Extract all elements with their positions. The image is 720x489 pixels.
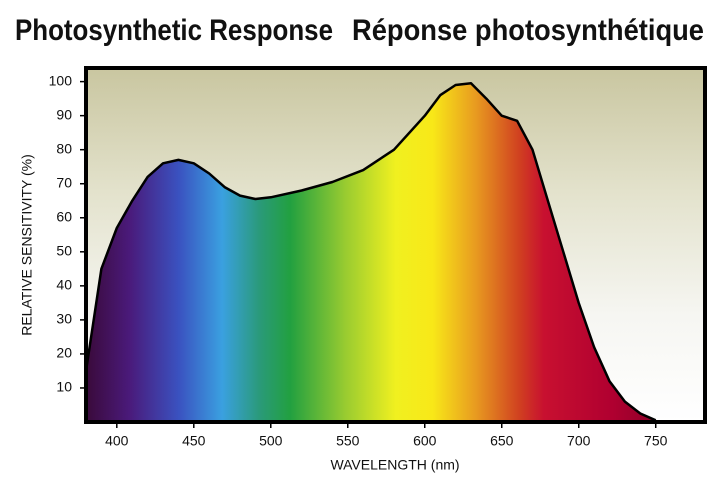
- area: [86, 83, 656, 423]
- y-tick-label: 50: [56, 243, 72, 259]
- x-axis-label: WAVELENGTH (nm): [330, 457, 459, 473]
- x-tick-label: 400: [105, 433, 129, 449]
- y-tick-label: 100: [49, 72, 73, 88]
- x-tick-label: 450: [182, 433, 206, 449]
- y-tick-label: 30: [56, 311, 72, 327]
- y-tick-label: 60: [56, 208, 72, 224]
- chart-title: Photosynthetic Response: [15, 14, 333, 47]
- y-tick-label: 10: [56, 379, 72, 395]
- y-tick-label: 80: [56, 140, 72, 156]
- x-tick-label: 750: [644, 433, 668, 449]
- x-tick-label: 600: [413, 433, 437, 449]
- x-tick-label: 500: [259, 433, 283, 449]
- y-tick-label: 40: [56, 277, 72, 293]
- chart-subtitle: Réponse photosynthétique: [352, 14, 704, 47]
- x-tick-label: 650: [490, 433, 514, 449]
- line: [84, 82, 657, 422]
- x-tick-label: 700: [567, 433, 591, 449]
- x-tick-label: 550: [336, 433, 360, 449]
- y-tick-label: 90: [56, 106, 72, 122]
- plot-frame: [84, 66, 707, 424]
- y-axis-label: RELATIVE SENSITIVITY (%): [19, 154, 35, 336]
- y-tick-label: 70: [56, 174, 72, 190]
- y-tick-label: 20: [56, 345, 72, 361]
